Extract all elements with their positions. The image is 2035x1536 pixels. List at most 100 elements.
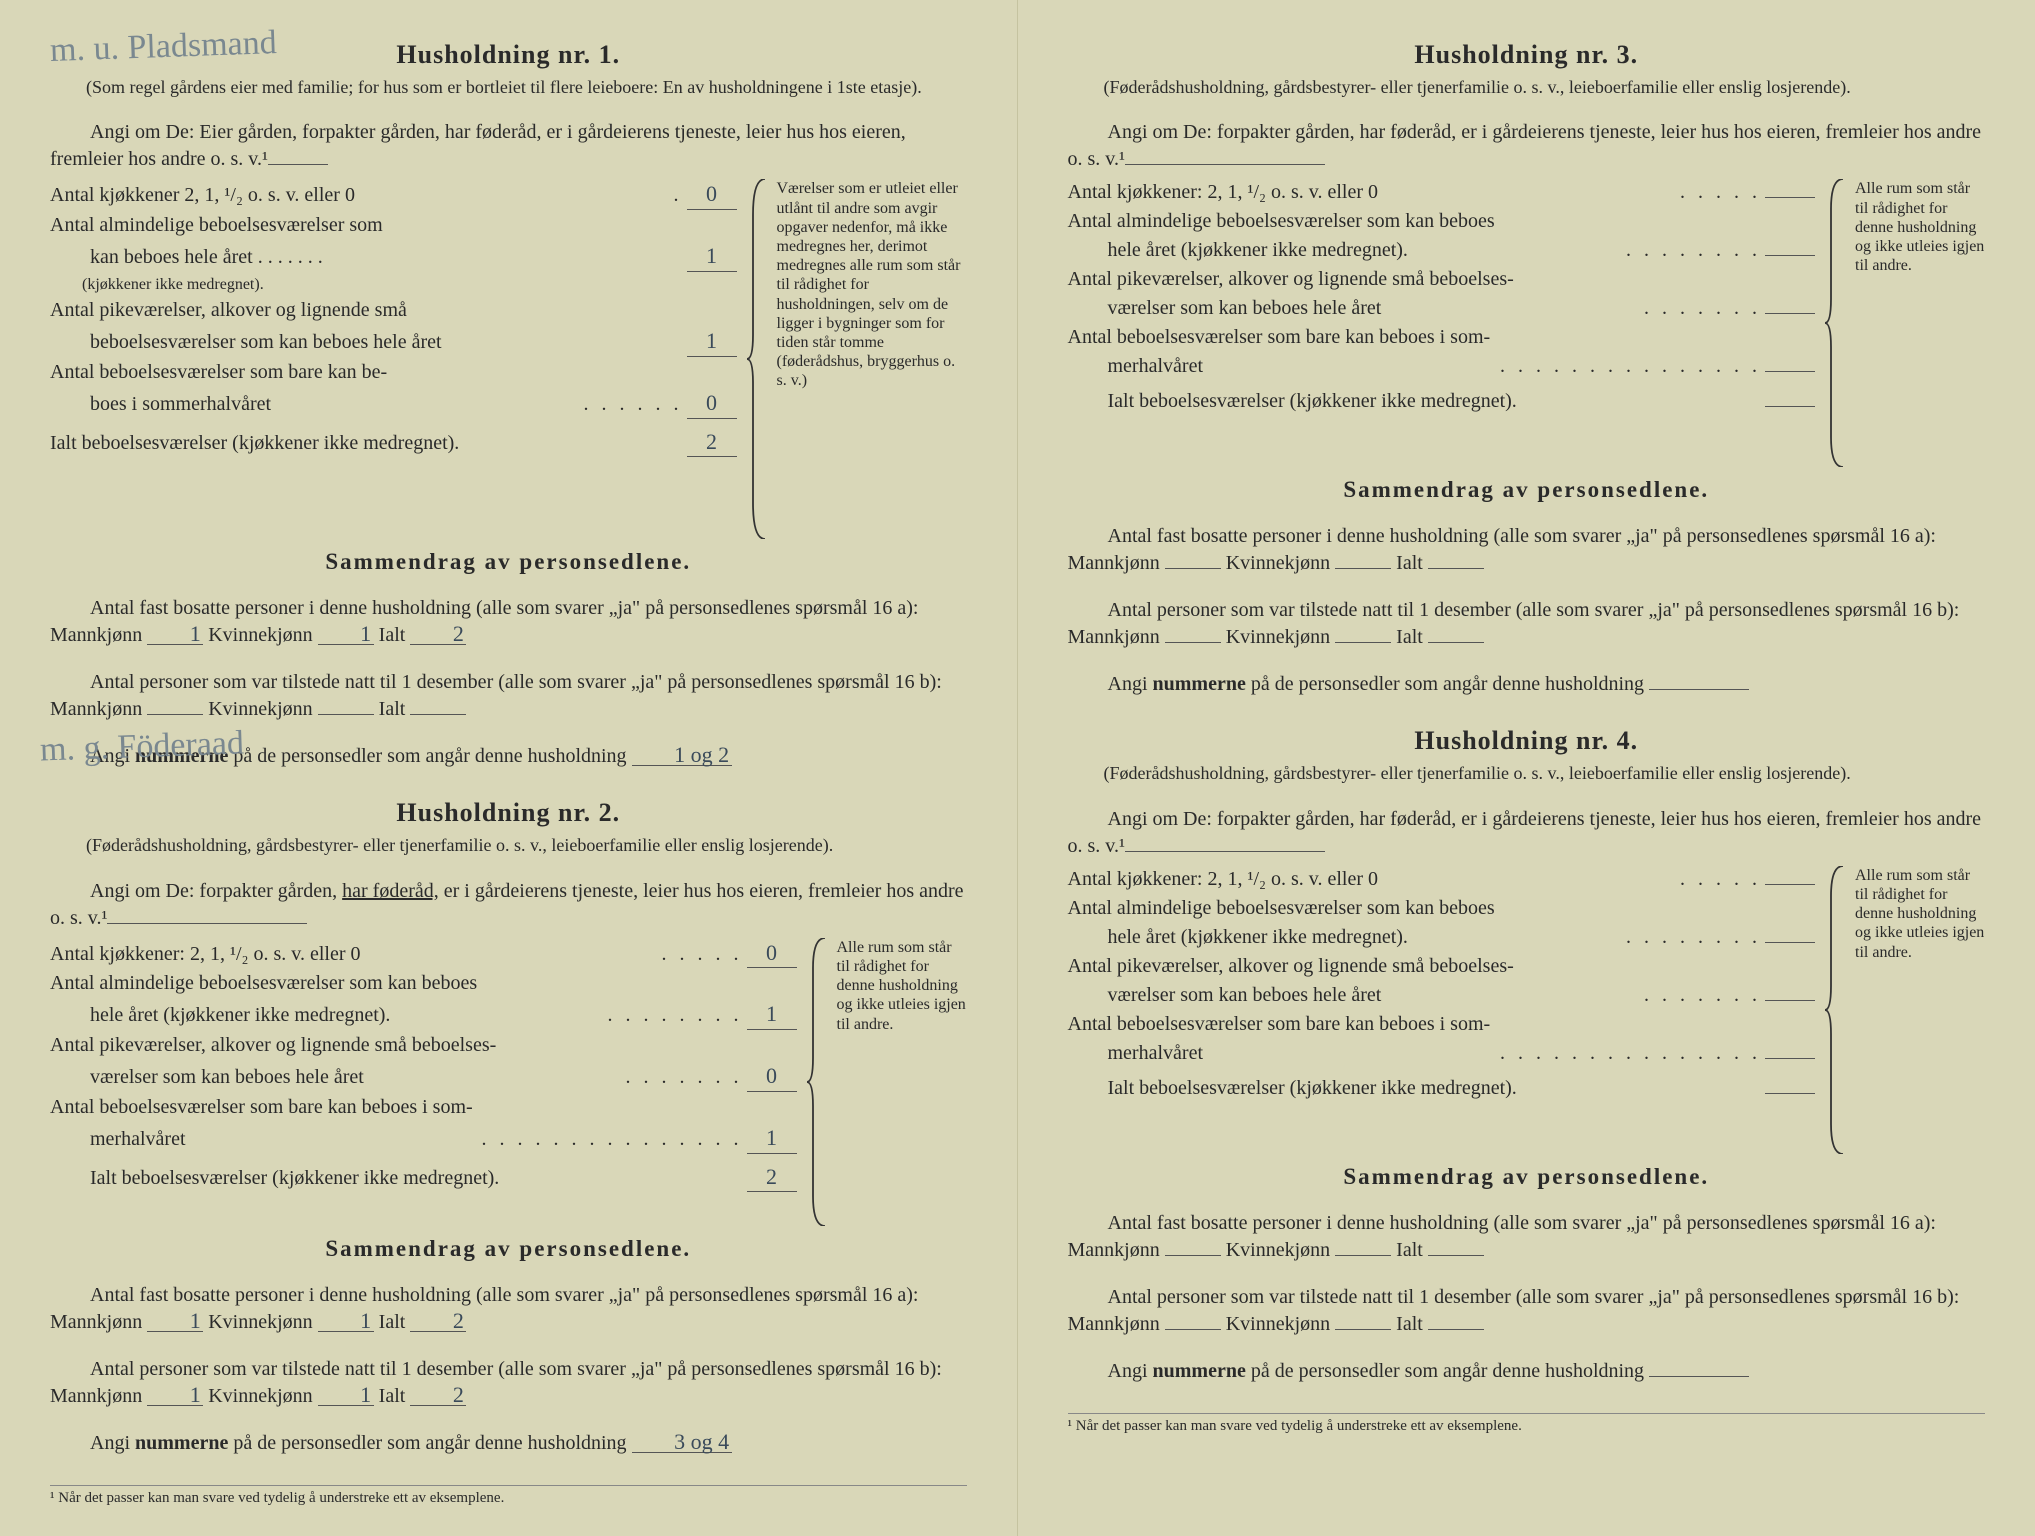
hh4-b-mann[interactable] <box>1165 1329 1221 1330</box>
hh4-a-ialt[interactable] <box>1428 1255 1484 1256</box>
hh4-angi-fill[interactable] <box>1125 851 1325 852</box>
label-alm3-sub: hele året (kjøkkener ikke medregnet). <box>1108 237 1623 264</box>
hh3-b-mann[interactable] <box>1165 642 1221 643</box>
right-page: Husholdning nr. 3. (Føderådshusholdning,… <box>1018 0 2035 1536</box>
label-som-top: Antal beboelsesværelser som bare kan be- <box>50 359 737 386</box>
hh2-b-ialt[interactable]: 2 <box>410 1385 466 1406</box>
hh1-sidenote: Værelser som er utleiet eller utlånt til… <box>771 179 967 539</box>
hh3-num[interactable] <box>1649 689 1749 690</box>
hh4-subtitle: (Føderådshusholdning, gårdsbestyrer- ell… <box>1068 762 1986 785</box>
hh2-b-kvinne[interactable]: 1 <box>318 1385 374 1406</box>
hh3-sidenote: Alle rum som står til rådighet for denne… <box>1849 179 1985 467</box>
hh1-kjokk[interactable]: 0 <box>687 179 737 210</box>
hh3-rooms: Antal kjøkkener: 2, 1, ¹/₂ o. s. v. elle… <box>1068 179 1986 467</box>
hh2-rooms: Antal kjøkkener: 2, 1, ¹/₂ o. s. v. elle… <box>50 938 967 1226</box>
label-kjokk3: Antal kjøkkener: 2, 1, ¹/₂ o. s. v. elle… <box>1068 179 1677 206</box>
handwritten-note-mid: m. g. Föderaad <box>39 724 244 769</box>
hh1-ialt[interactable]: 2 <box>687 427 737 458</box>
hh3-angi-fill[interactable] <box>1125 164 1325 165</box>
hh3-alm[interactable] <box>1765 255 1815 256</box>
hh3-sommer[interactable] <box>1765 371 1815 372</box>
hh3-angi: Angi om De: forpakter gården, har føderå… <box>1068 119 1986 173</box>
hh4-rooms: Antal kjøkkener: 2, 1, ¹/₂ o. s. v. elle… <box>1068 866 1986 1154</box>
hh1-rooms: Antal kjøkkener 2, 1, ¹/₂ o. s. v. eller… <box>50 179 967 539</box>
label-ialt4: Ialt beboelsesværelser (kjøkkener ikke m… <box>1108 1075 1766 1102</box>
label-alm4-sub: hele året (kjøkkener ikke medregnet). <box>1108 924 1623 951</box>
hh2-angi: Angi om De: forpakter gården, har føderå… <box>50 878 967 932</box>
hh4-alm[interactable] <box>1765 942 1815 943</box>
label-som3-sub: merhalvåret <box>1108 353 1497 380</box>
hh2-nummerne: Angi nummerne på de personsedler som ang… <box>50 1430 967 1457</box>
hh3-ialt[interactable] <box>1765 406 1815 407</box>
label-alm4: Antal almindelige beboelsesværelser som … <box>1068 895 1816 922</box>
hh2-ialt[interactable]: 2 <box>747 1162 797 1193</box>
hh2-angi-fill[interactable] <box>107 923 307 924</box>
label-pike3: Antal pikeværelser, alkover og lignende … <box>1068 266 1816 293</box>
footnote-left: ¹ Når det passer kan man svare ved tydel… <box>50 1485 967 1507</box>
hh3-line-a: Antal fast bosatte personer i denne hush… <box>1068 523 1986 577</box>
hh2-a-mann[interactable]: 1 <box>147 1311 203 1332</box>
hh1-line-b: Antal personer som var tilstede natt til… <box>50 669 967 723</box>
hh2-kjokk[interactable]: 0 <box>747 938 797 969</box>
hh3-a-kvinne[interactable] <box>1335 568 1391 569</box>
hh1-num[interactable]: 1 og 2 <box>632 745 732 766</box>
hh4-num[interactable] <box>1649 1376 1749 1377</box>
hh1-b-ialt[interactable] <box>410 714 466 715</box>
label-pike3-sub: værelser som kan beboes hele året <box>1108 295 1641 322</box>
hh2-sommer[interactable]: 1 <box>747 1123 797 1154</box>
hh1-sommer[interactable]: 0 <box>687 388 737 419</box>
hh2-num[interactable]: 3 og 4 <box>632 1432 732 1453</box>
brace-icon: Værelser som er utleiet eller utlånt til… <box>747 179 967 539</box>
hh1-a-mann[interactable]: 1 <box>147 624 203 645</box>
hh1-subtitle: (Som regel gårdens eier med familie; for… <box>50 76 967 99</box>
label-ialt3: Ialt beboelsesværelser (kjøkkener ikke m… <box>1108 388 1766 415</box>
label-pike2-sub: værelser som kan beboes hele året <box>90 1064 622 1091</box>
hh4-angi: Angi om De: forpakter gården, har føderå… <box>1068 806 1986 860</box>
hh1-b-kvinne[interactable] <box>318 714 374 715</box>
left-page: m. u. Pladsmand Husholdning nr. 1. (Som … <box>0 0 1018 1536</box>
hh4-b-ialt[interactable] <box>1428 1329 1484 1330</box>
hh2-line-b: Antal personer som var tilstede natt til… <box>50 1356 967 1410</box>
hh3-a-mann[interactable] <box>1165 568 1221 569</box>
hh1-sammendrag-title: Sammendrag av personsedlene. <box>50 549 967 575</box>
hh1-title: Husholdning nr. 1. <box>50 40 967 70</box>
hh4-b-kvinne[interactable] <box>1335 1329 1391 1330</box>
label-pike-top: Antal pikeværelser, alkover og lignende … <box>50 297 737 324</box>
hh3-b-kvinne[interactable] <box>1335 642 1391 643</box>
hh3-b-ialt[interactable] <box>1428 642 1484 643</box>
hh1-b-mann[interactable] <box>147 714 203 715</box>
hh1-angi-fill[interactable] <box>268 164 328 165</box>
hh3-pike[interactable] <box>1765 313 1815 314</box>
hh1-a-ialt[interactable]: 2 <box>410 624 466 645</box>
label-alm-top: Antal almindelige beboelsesværelser som <box>50 212 737 239</box>
hh4-a-mann[interactable] <box>1165 1255 1221 1256</box>
hh3-a-ialt[interactable] <box>1428 568 1484 569</box>
hh3-line-b: Antal personer som var tilstede natt til… <box>1068 597 1986 651</box>
hh1-alm[interactable]: 1 <box>687 241 737 272</box>
hh4-ialt[interactable] <box>1765 1093 1815 1094</box>
hh2-sidenote: Alle rum som står til rådighet for denne… <box>831 938 967 1226</box>
hh4-pike[interactable] <box>1765 1000 1815 1001</box>
hh1-angi: Angi om De: Eier gården, forpakter gårde… <box>50 119 967 173</box>
hh1-line-a: Antal fast bosatte personer i denne hush… <box>50 595 967 649</box>
footnote-right: ¹ Når det passer kan man svare ved tydel… <box>1068 1413 1986 1435</box>
label-alm3: Antal almindelige beboelsesværelser som … <box>1068 208 1816 235</box>
hh2-a-ialt[interactable]: 2 <box>410 1311 466 1332</box>
hh2-alm[interactable]: 1 <box>747 999 797 1030</box>
hh4-line-a: Antal fast bosatte personer i denne hush… <box>1068 1210 1986 1264</box>
hh2-b-mann[interactable]: 1 <box>147 1385 203 1406</box>
hh4-a-kvinne[interactable] <box>1335 1255 1391 1256</box>
hh3-subtitle: (Føderådshusholdning, gårdsbestyrer- ell… <box>1068 76 1986 99</box>
brace-icon-2: Alle rum som står til rådighet for denne… <box>807 938 967 1226</box>
hh1-a-kvinne[interactable]: 1 <box>318 624 374 645</box>
label-som2-sub: merhalvåret <box>90 1126 478 1153</box>
hh3-kjokk[interactable] <box>1765 197 1815 198</box>
hh3-title: Husholdning nr. 3. <box>1068 40 1986 70</box>
hh1-pike[interactable]: 1 <box>687 326 737 357</box>
hh2-a-kvinne[interactable]: 1 <box>318 1311 374 1332</box>
hh2-pike[interactable]: 0 <box>747 1061 797 1092</box>
hh4-sommer[interactable] <box>1765 1058 1815 1059</box>
brace-icon-3: Alle rum som står til rådighet for denne… <box>1825 179 1985 467</box>
hh4-kjokk[interactable] <box>1765 884 1815 885</box>
hh2-subtitle: (Føderådshusholdning, gårdsbestyrer- ell… <box>50 834 967 857</box>
